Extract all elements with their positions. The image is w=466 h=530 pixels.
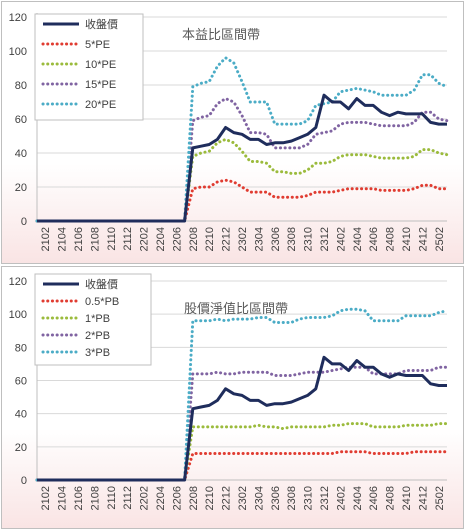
x-tick-label: 2502 [434, 486, 446, 510]
x-tick-label: 2104 [57, 227, 69, 251]
x-tick-label: 2104 [57, 486, 69, 510]
x-tick-label: 2302 [237, 227, 249, 251]
series-line [35, 96, 449, 223]
x-tick-label: 2402 [335, 486, 347, 510]
y-tick-label: 120 [9, 12, 27, 24]
x-tick-label: 2410 [401, 227, 413, 251]
legend-label: 3*PB [85, 347, 110, 359]
x-tick-label: 2204 [155, 227, 167, 251]
x-tick-label: 2404 [352, 227, 364, 251]
x-tick-label: 2112 [122, 486, 134, 510]
x-tick-label: 2310 [303, 486, 315, 510]
x-tick-label: 2206 [171, 227, 183, 251]
x-tick-label: 2308 [286, 227, 298, 251]
legend-label: 5*PE [85, 39, 110, 51]
y-tick-label: 0 [21, 216, 27, 228]
pb-band-chart-panel: 0 20 40 60 80 100 120 2102 2104 2106 2108 2110 2112 2… [1, 266, 464, 529]
y-tick-label: 120 [9, 276, 27, 288]
legend-label: 收盤價 [85, 277, 118, 291]
y-tick-label: 40 [15, 148, 27, 160]
x-tick-label: 2206 [171, 486, 183, 510]
legend [34, 13, 144, 121]
legend-label: 1*PB [85, 313, 110, 325]
x-tick-label: 2108 [89, 486, 101, 510]
legend-label: 收盤價 [85, 17, 118, 31]
series-line [35, 365, 449, 482]
legend-label: 0.5*PB [85, 296, 119, 308]
y-tick-label: 80 [15, 80, 27, 92]
x-tick-label: 2408 [385, 486, 397, 510]
legend [34, 273, 152, 366]
y-tick-label: 100 [9, 309, 27, 321]
x-tick-label: 2306 [270, 227, 282, 251]
x-tick-label: 2310 [303, 227, 315, 251]
x-tick-label: 2202 [139, 227, 151, 251]
x-tick-label: 2312 [319, 486, 331, 510]
y-tick-label: 20 [15, 442, 27, 454]
y-tick-label: 40 [15, 409, 27, 421]
chart-title: 股價淨值比區間帶 [184, 301, 288, 317]
pe-band-chart: 0 20 40 60 80 100 120 2102 2104 2106 2108 2110 2112 2… [9, 12, 449, 251]
x-tick-label: 2402 [335, 227, 347, 251]
x-tick-label: 2406 [368, 227, 380, 251]
pb-band-chart: 0 20 40 60 80 100 120 2102 2104 2106 2108 2110 2112 2… [9, 273, 449, 510]
y-tick-label: 0 [21, 475, 27, 487]
x-tick-label: 2204 [155, 486, 167, 510]
x-tick-label: 2304 [253, 227, 265, 251]
legend-label: 20*PE [85, 99, 116, 111]
x-tick-label: 2202 [139, 486, 151, 510]
legend-label: 15*PE [85, 79, 116, 91]
x-tick-label: 2102 [40, 227, 52, 251]
series-line [37, 93, 447, 223]
x-tick-label: 2306 [270, 486, 282, 510]
y-tick-label: 60 [15, 376, 27, 388]
x-tick-label: 2408 [385, 227, 397, 251]
x-tick-label: 2212 [221, 227, 233, 251]
y-tick-label: 20 [15, 182, 27, 194]
y-tick-label: 100 [9, 46, 27, 58]
x-tick-label: 2210 [204, 227, 216, 251]
pe-band-chart-panel: 0 20 40 60 80 100 120 2102 2104 2106 2108 2110 2112 2… [1, 1, 464, 264]
x-tick-label: 2412 [417, 227, 429, 251]
x-tick-label: 2502 [434, 227, 446, 251]
x-tick-label: 2112 [122, 227, 134, 251]
x-tick-label: 2308 [286, 486, 298, 510]
x-tick-label: 2412 [417, 486, 429, 510]
chart-title: 本益比區間帶 [182, 28, 260, 43]
series-line [35, 422, 449, 482]
x-tick-label: 2210 [204, 486, 216, 510]
x-tick-label: 2110 [106, 227, 118, 251]
series-line [37, 355, 447, 482]
y-tick-label: 80 [15, 342, 27, 354]
x-tick-label: 2208 [188, 486, 200, 510]
x-tick-label: 2212 [221, 486, 233, 510]
x-tick-label: 2302 [237, 486, 249, 510]
series-line [35, 307, 449, 482]
x-tick-label: 2106 [73, 227, 85, 251]
x-tick-label: 2404 [352, 486, 364, 510]
x-tick-label: 2410 [401, 486, 413, 510]
series-line [35, 450, 449, 482]
x-tick-label: 2304 [253, 486, 265, 510]
series-line [35, 178, 449, 223]
x-tick-label: 2208 [188, 227, 200, 251]
x-tick-label: 2106 [73, 486, 85, 510]
series-line [35, 137, 449, 223]
series-line [35, 55, 449, 223]
x-tick-label: 2108 [89, 227, 101, 251]
x-tick-label: 2406 [368, 486, 380, 510]
legend-label: 10*PE [85, 59, 116, 71]
x-tick-label: 2110 [106, 486, 118, 510]
x-tick-label: 2312 [319, 227, 331, 251]
x-tick-label: 2102 [40, 486, 52, 510]
legend-label: 2*PB [85, 330, 110, 342]
y-tick-label: 60 [15, 114, 27, 126]
